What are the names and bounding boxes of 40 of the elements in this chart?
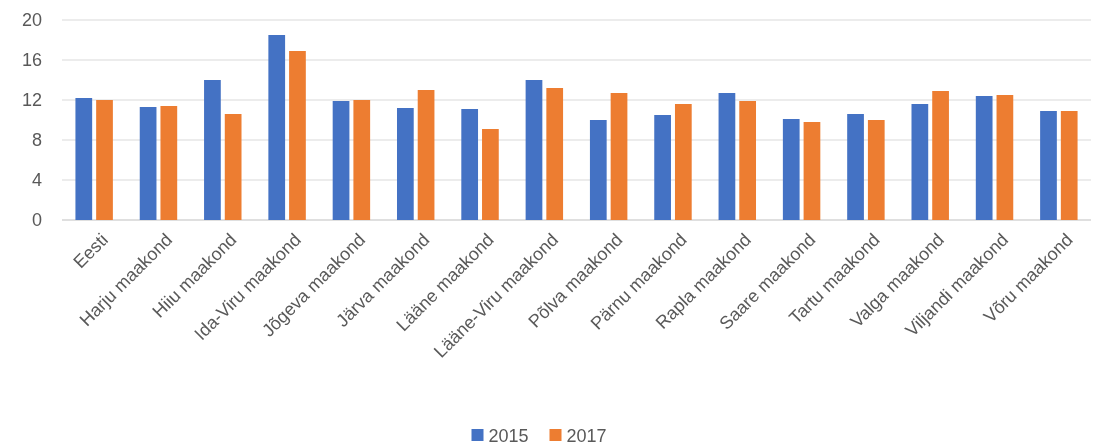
legend-label: 2015	[488, 426, 529, 444]
y-tick-label: 16	[21, 50, 42, 71]
bar	[139, 107, 157, 220]
bar	[397, 108, 414, 220]
bar	[975, 96, 993, 220]
bar	[718, 93, 736, 220]
y-tick-label: 4	[31, 170, 42, 191]
y-tick-label: 8	[31, 130, 42, 151]
bar	[847, 114, 864, 220]
bar	[1060, 111, 1078, 220]
bar	[674, 104, 692, 220]
bar	[96, 100, 113, 220]
bar	[654, 115, 671, 220]
bar	[332, 101, 350, 220]
y-tick-label: 20	[21, 10, 42, 31]
bar	[204, 80, 221, 220]
bar	[482, 129, 499, 220]
bar	[1040, 111, 1057, 220]
legend-label: 2017	[566, 426, 607, 444]
y-tick-label: 12	[21, 90, 42, 111]
bar	[996, 95, 1014, 220]
bar	[739, 101, 756, 220]
bar	[525, 80, 543, 220]
y-tick-label: 0	[31, 210, 42, 231]
bar	[417, 90, 435, 220]
bar	[932, 91, 949, 220]
bar	[610, 93, 628, 220]
bar	[461, 109, 479, 220]
bar	[160, 106, 178, 220]
bar	[224, 114, 242, 220]
bar	[867, 120, 885, 220]
bar	[589, 120, 607, 220]
bar	[75, 98, 93, 220]
bar	[289, 51, 306, 220]
bar	[803, 122, 821, 220]
bar	[911, 104, 929, 220]
bar	[782, 119, 800, 220]
bar	[546, 88, 564, 220]
bar	[268, 35, 286, 220]
bar	[353, 100, 371, 220]
